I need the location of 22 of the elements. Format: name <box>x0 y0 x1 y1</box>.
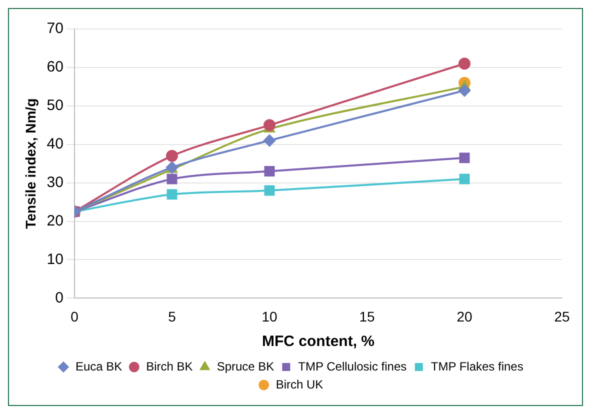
y-tick-label: 70 <box>46 20 64 38</box>
legend-label: Birch BK <box>146 359 193 374</box>
y-tick-label: 10 <box>46 250 64 268</box>
x-tick-label: 25 <box>554 308 570 324</box>
x-tick-label: 10 <box>262 308 278 324</box>
x-axis-title: MFC content, % <box>262 333 374 350</box>
legend-label: Spruce BK <box>216 359 274 374</box>
x-tick-label: 5 <box>168 308 176 324</box>
y-tick-label: 30 <box>46 174 64 191</box>
x-tick-label: 0 <box>70 308 79 324</box>
y-tick-label: 50 <box>46 97 64 114</box>
legend-label: Euca BK <box>75 359 122 374</box>
y-axis-title: Tensile index, Nm/g <box>22 98 38 229</box>
y-tick-label: 20 <box>46 212 64 230</box>
x-tick-label: 20 <box>456 308 472 324</box>
legend-label: TMP Flakes fines <box>430 359 524 374</box>
y-tick-label: 0 <box>55 289 64 306</box>
y-tick-label: 40 <box>46 136 64 153</box>
legend-label: Birch UK <box>276 377 324 392</box>
legend-label: TMP Cellulosic fines <box>298 359 407 374</box>
x-tick-label: 15 <box>359 308 375 324</box>
y-tick-label: 60 <box>46 58 64 76</box>
